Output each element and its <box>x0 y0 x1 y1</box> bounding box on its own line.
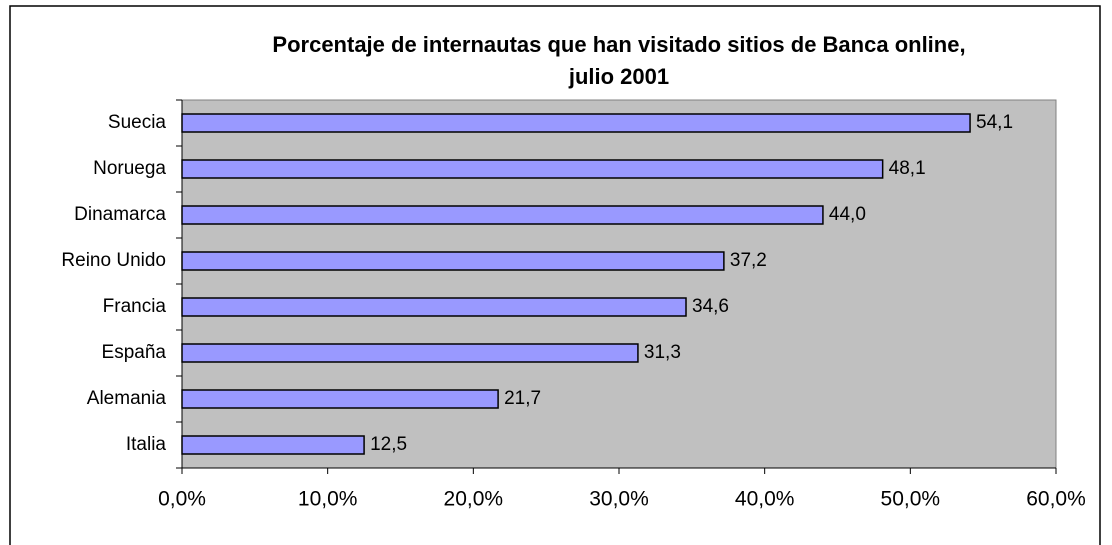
chart-title: Porcentaje de internautas que han visita… <box>272 32 965 57</box>
x-tick-label: 20,0% <box>444 488 504 511</box>
chart-title: julio 2001 <box>568 64 669 89</box>
value-label: 31,3 <box>644 342 681 363</box>
bar <box>181 205 824 225</box>
x-tick-label: 10,0% <box>298 488 358 511</box>
value-label: 54,1 <box>976 112 1013 133</box>
bar <box>181 297 687 317</box>
plot-area <box>181 99 1057 469</box>
value-label: 21,7 <box>504 388 541 409</box>
value-label: 48,1 <box>889 158 926 179</box>
value-label: 34,6 <box>692 296 729 317</box>
bar <box>181 113 971 133</box>
y-tick-label: Italia <box>126 434 167 455</box>
bar <box>181 343 639 363</box>
value-label: 12,5 <box>370 434 407 455</box>
x-tick-label: 50,0% <box>881 488 941 511</box>
y-tick-label: España <box>102 342 167 363</box>
y-tick-label: Reino Unido <box>61 250 166 271</box>
bar <box>181 389 499 409</box>
y-tick-label: Suecia <box>108 112 167 133</box>
x-tick-label: 60,0% <box>1026 488 1086 511</box>
x-tick-label: 30,0% <box>589 488 649 511</box>
x-tick-label: 0,0% <box>158 488 206 511</box>
value-label: 44,0 <box>829 204 866 225</box>
bar <box>181 159 884 179</box>
x-tick-label: 40,0% <box>735 488 795 511</box>
y-tick-label: Dinamarca <box>74 204 166 225</box>
y-tick-label: Alemania <box>87 388 167 409</box>
bar <box>181 251 725 271</box>
bar <box>181 435 365 455</box>
value-label: 37,2 <box>730 250 767 271</box>
y-tick-label: Francia <box>103 296 167 317</box>
chart-border <box>9 5 1101 545</box>
y-tick-label: Noruega <box>93 158 166 179</box>
